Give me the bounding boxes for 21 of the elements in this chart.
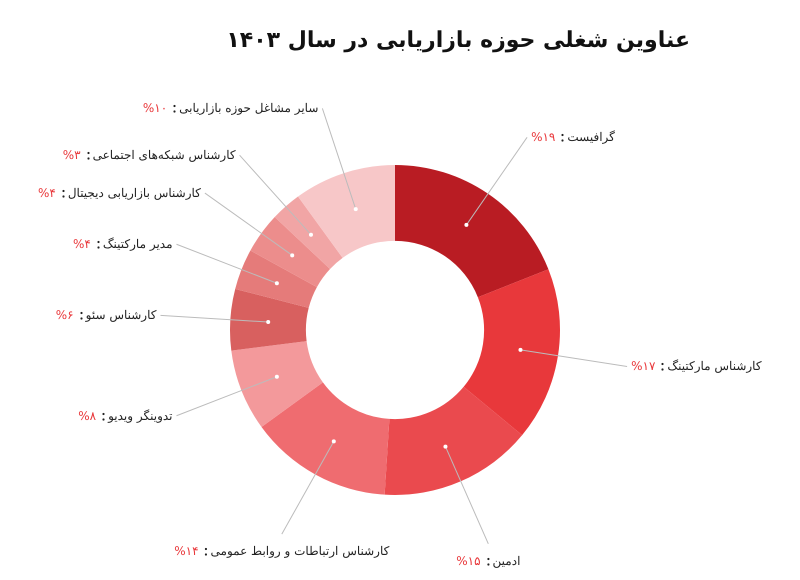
- data-label: ۱۵%: [456, 554, 481, 568]
- title: عناوین شغلی حوزه بازاریابی در سال ۱۴۰۳: [226, 28, 690, 53]
- slice-label: کارشناس بازاریابی دیجیتال: [68, 186, 201, 200]
- data-label: ۱۴%: [174, 544, 199, 558]
- slice-label: ادمین: [492, 554, 520, 568]
- data-label: ۴%: [38, 186, 56, 200]
- data-label: ۶%: [56, 308, 74, 322]
- slice-label: کارشناس شبکه‌های اجتماعی: [92, 148, 236, 162]
- slice-label: مدیر مارکتینگ: [102, 237, 173, 252]
- slice-label: کارشناس مارکتینگ: [667, 359, 762, 374]
- slice-label: کارشناس سئو: [86, 308, 156, 322]
- slice-label: سایر مشاغل حوزه بازاریابی: [179, 101, 318, 116]
- slice-label: کارشناس ارتباطات و روابط عمومی: [210, 544, 390, 558]
- data-label: ۴%: [72, 237, 91, 252]
- slice-label: تدوینگر ویدیو: [108, 408, 173, 423]
- data-label: ۸%: [78, 408, 96, 423]
- data-label: ۱۹%: [531, 130, 556, 144]
- data-label: ۱۰%: [142, 101, 168, 116]
- slice-label: گرافیست: [567, 130, 615, 144]
- data-label: ۱۷%: [631, 359, 656, 374]
- data-label: ۳%: [62, 148, 81, 162]
